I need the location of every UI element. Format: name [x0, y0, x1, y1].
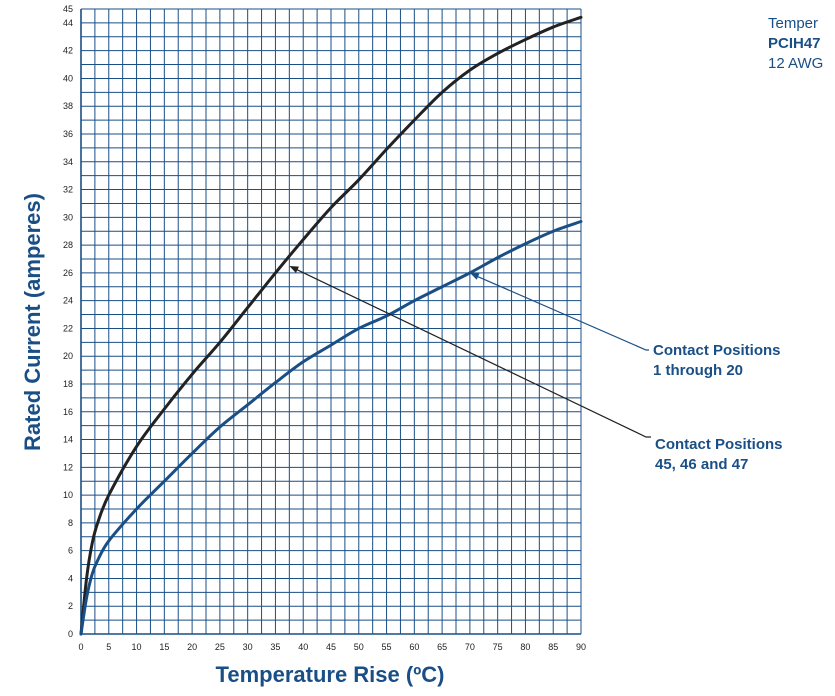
x-tick-label: 55	[382, 642, 392, 652]
x-tick-label: 25	[215, 642, 225, 652]
y-tick-label: 32	[63, 185, 73, 195]
y-tick-label: 40	[63, 73, 73, 83]
series-line	[79, 15, 583, 636]
y-tick-label: 28	[63, 240, 73, 250]
y-tick-label: 42	[63, 46, 73, 56]
x-axis-title: Temperature Rise (ºC)	[216, 662, 445, 687]
x-tick-label: 0	[78, 642, 83, 652]
y-tick-label: 18	[63, 379, 73, 389]
x-tick-label: 20	[187, 642, 197, 652]
x-tick-label: 40	[298, 642, 308, 652]
x-tick-label: 5	[106, 642, 111, 652]
heading-line-1: Temper	[768, 15, 818, 32]
x-tick-label: 35	[270, 642, 280, 652]
annotation-leader-line	[293, 267, 651, 438]
y-tick-label: 12	[63, 462, 73, 472]
x-tick-label: 45	[326, 642, 336, 652]
y-tick-label: 38	[63, 101, 73, 111]
x-tick-label: 50	[354, 642, 364, 652]
annotation-label: 1 through 20	[653, 362, 743, 379]
x-tick-labels: 0 5 10 15 20 25 30 35 40 45 50 55 60 65 70 75 80 85 90	[78, 642, 586, 652]
x-tick-label: 75	[493, 642, 503, 652]
y-tick-label: 4	[68, 573, 73, 583]
y-tick-label: 10	[63, 490, 73, 500]
y-tick-label: 0	[68, 629, 73, 639]
x-tick-label: 80	[520, 642, 530, 652]
annotation-arrowhead	[469, 272, 480, 280]
x-tick-label: 30	[243, 642, 253, 652]
y-tick-labels: 0246810121416182022242628303234363840424…	[63, 4, 73, 639]
annotation-leader-line	[473, 274, 649, 351]
y-tick-label: 14	[63, 435, 73, 445]
chart-series	[79, 15, 583, 636]
y-tick-label: 2	[68, 601, 73, 611]
annotation-arrowhead	[289, 265, 299, 273]
y-tick-label: 8	[68, 518, 73, 528]
y-tick-label: 20	[63, 351, 73, 361]
y-tick-label: 36	[63, 129, 73, 139]
x-tick-label: 85	[548, 642, 558, 652]
x-tick-label: 70	[465, 642, 475, 652]
annotation-label: Contact Positions	[655, 436, 783, 453]
series-line	[79, 220, 583, 636]
heading-line-3: 12 AWG	[768, 55, 823, 72]
x-tick-label: 90	[576, 642, 586, 652]
x-tick-label: 15	[159, 642, 169, 652]
y-tick-label: 22	[63, 323, 73, 333]
chart-annotations: Contact Positions 1 through 20 Contact Pos…	[289, 265, 783, 473]
x-tick-label: 10	[132, 642, 142, 652]
y-tick-label: 26	[63, 268, 73, 278]
annotation-label: Contact Positions	[653, 342, 781, 359]
y-tick-label: 34	[63, 157, 73, 167]
y-tick-label: 30	[63, 212, 73, 222]
annotation-label: 45, 46 and 47	[655, 456, 748, 473]
y-axis-title: Rated Current (amperes)	[20, 193, 45, 451]
x-tick-label: 60	[409, 642, 419, 652]
y-tick-label: 6	[68, 546, 73, 556]
y-tick-label: 44	[63, 18, 73, 28]
heading-line-2: PCIH47	[768, 35, 821, 52]
y-tick-label: 45	[63, 4, 73, 14]
y-tick-label: 24	[63, 296, 73, 306]
chart-grid	[80, 8, 582, 635]
y-tick-label: 16	[63, 407, 73, 417]
x-tick-label: 65	[437, 642, 447, 652]
